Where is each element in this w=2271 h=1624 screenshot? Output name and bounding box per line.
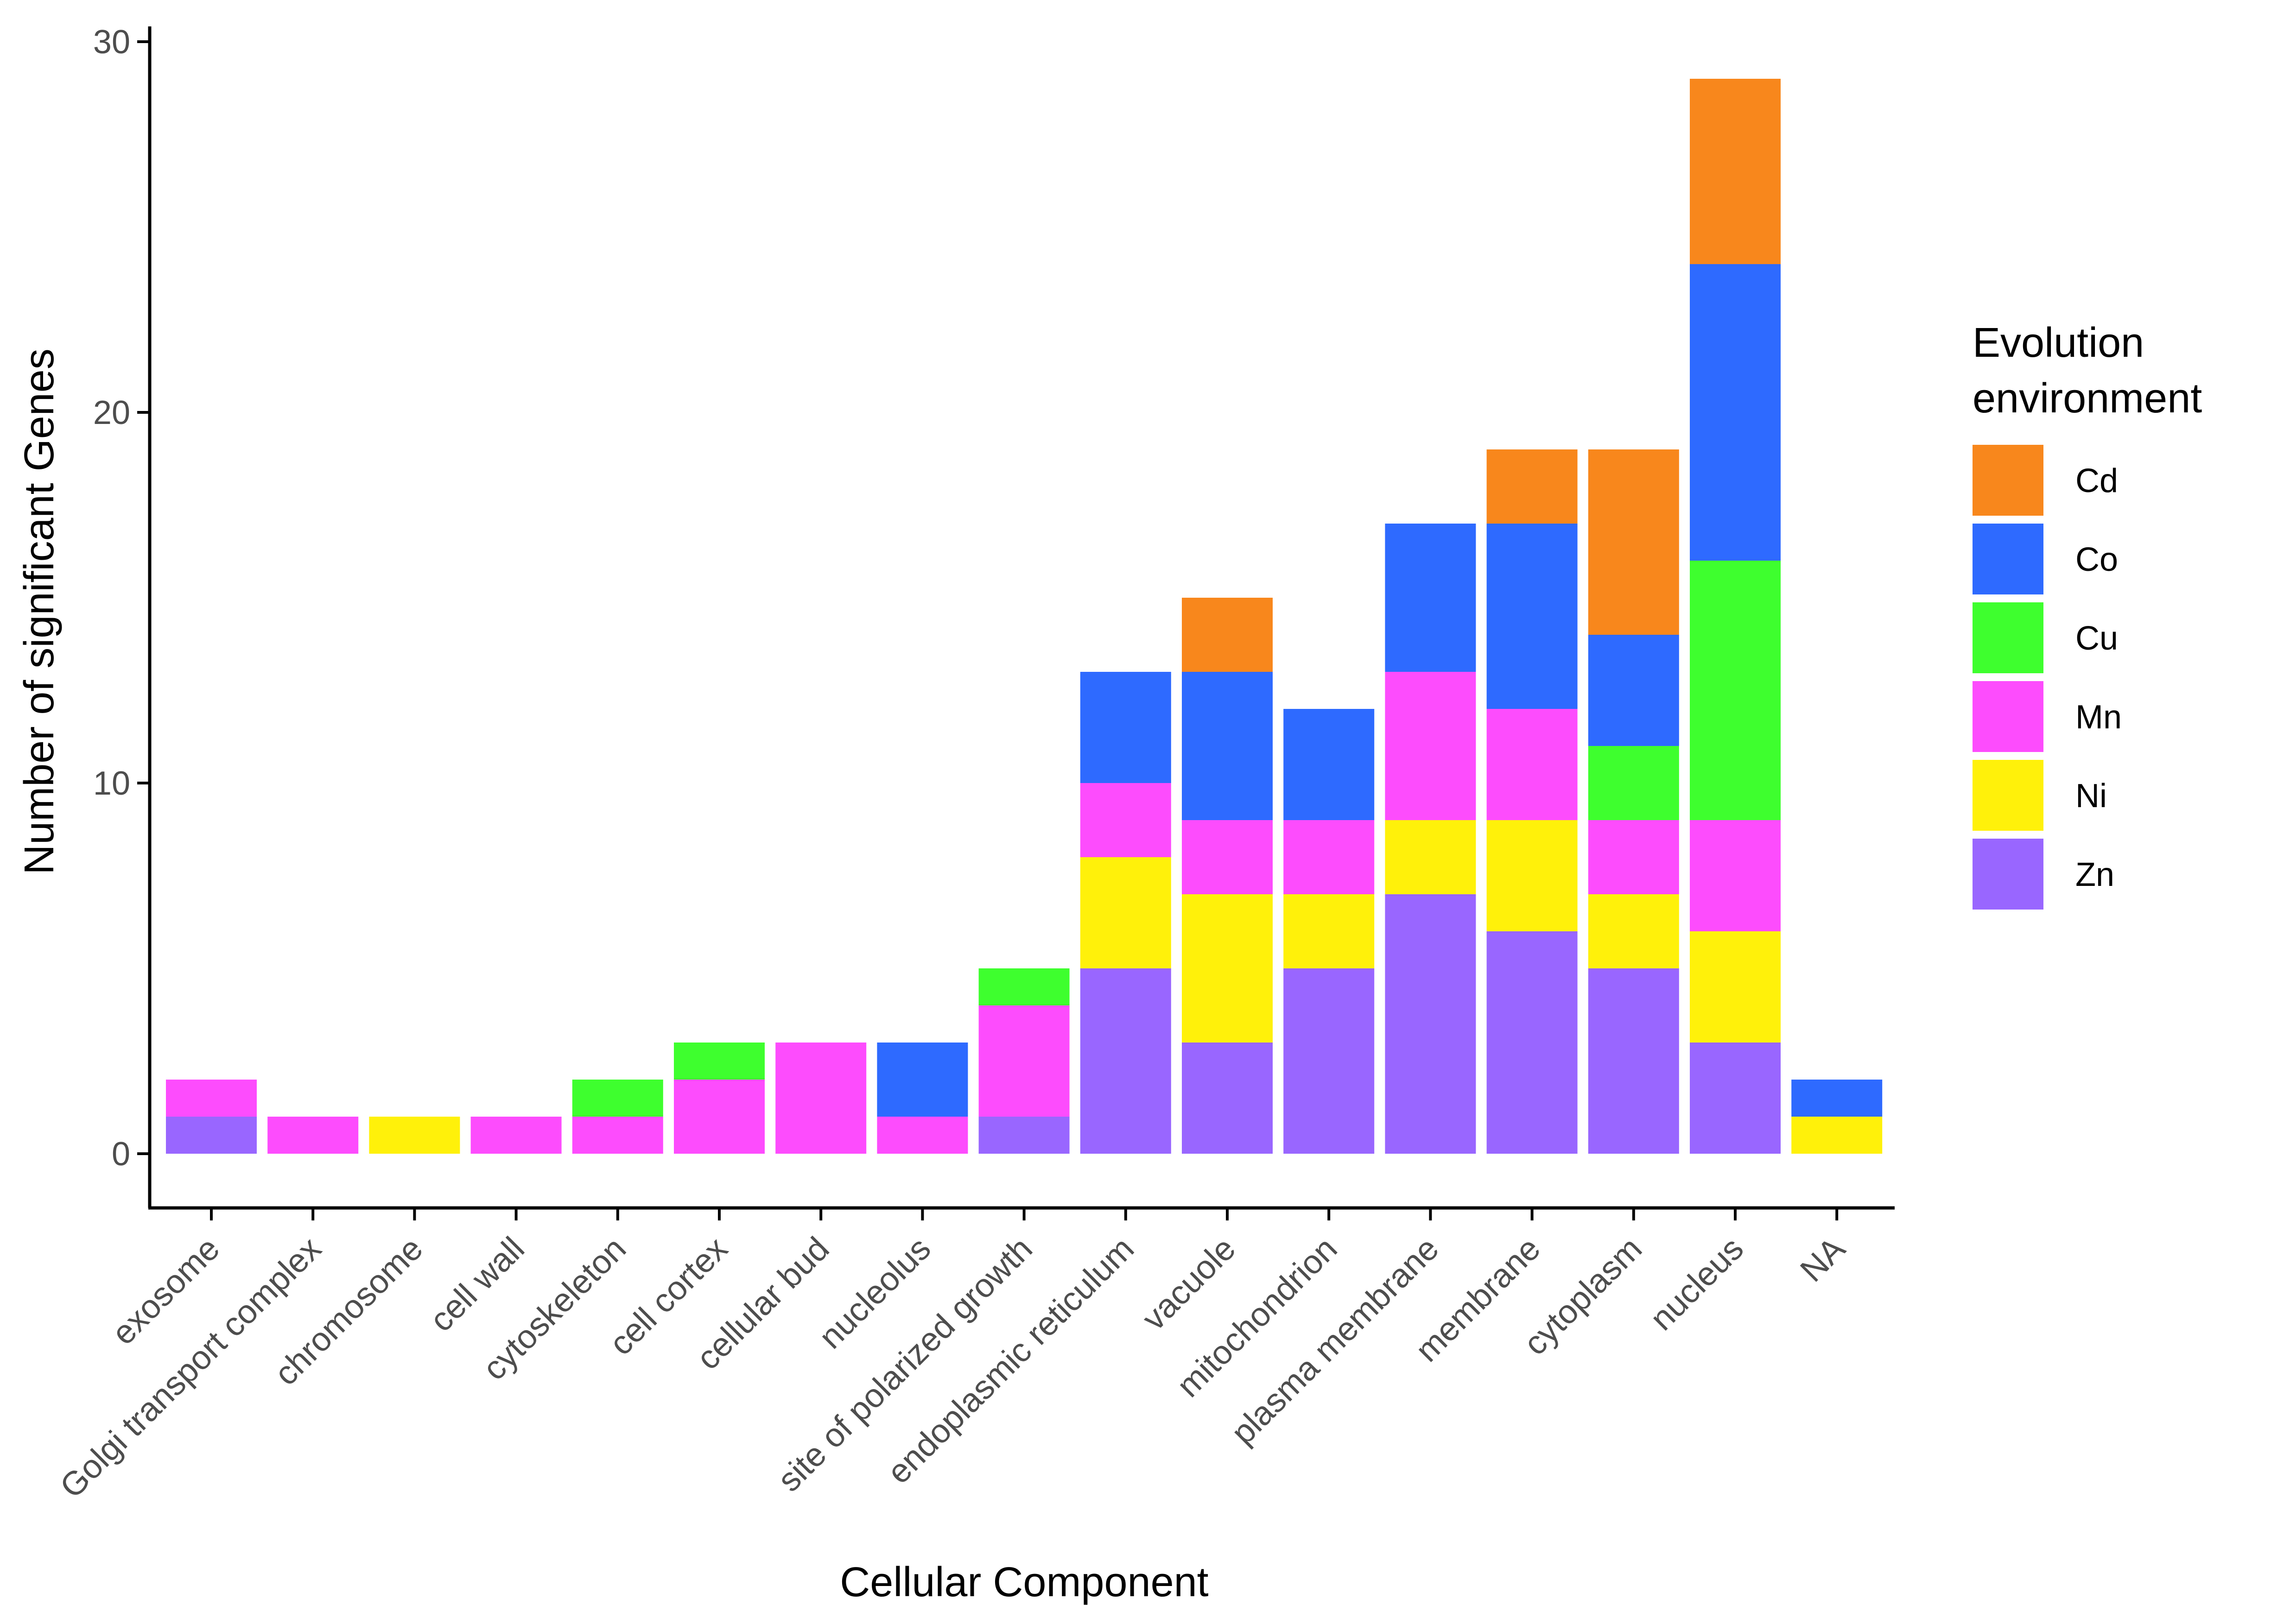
bar-segment-ni-10 [1080,857,1171,968]
bar-segment-ni-13 [1385,820,1476,894]
y-ticks-layer: 0 10 20 30 [93,24,150,1173]
bar-segment-ni-17 [1791,1117,1883,1154]
bar-segment-cu-16 [1690,561,1781,820]
legend-label-mn: Mn [2075,699,2122,736]
legend-label-cu: Cu [2075,620,2118,657]
bar-segment-zn-14 [1486,931,1578,1154]
legend: Evolution environment Cd Co Cu Mn Ni Zn [1973,320,2202,910]
bar-segment-mn-5 [572,1117,663,1154]
legend-swatch-cu [1973,602,2043,673]
bar-segment-mn-2 [267,1117,359,1154]
bar-segment-zn-12 [1283,968,1375,1154]
bar-segment-co-13 [1385,524,1476,672]
bar-segment-cd-14 [1486,449,1578,524]
legend-swatch-ni [1973,760,2043,831]
legend-keys: Cd Co Cu Mn Ni Zn [1973,445,2122,910]
bar-segment-ni-16 [1690,931,1781,1043]
x-tick-label: nucleus [1643,1230,1751,1338]
bar-segment-zn-9 [978,1117,1070,1154]
bar-segment-cu-5 [572,1080,663,1117]
bar-segment-co-17 [1791,1080,1883,1117]
bar-segment-mn-7 [775,1043,867,1154]
legend-label-co: Co [2075,541,2118,578]
bar-segment-cd-15 [1588,449,1679,635]
bar-segment-co-10 [1080,672,1171,783]
bar-segment-mn-4 [470,1117,562,1154]
y-tick-label: 0 [112,1136,130,1173]
legend-swatch-co [1973,524,2043,594]
y-axis-title: Number of significant Genes [16,348,63,875]
bar-segment-co-16 [1690,264,1781,561]
bar-segment-cd-11 [1182,598,1273,672]
y-tick-label: 10 [93,765,130,802]
bar-segment-mn-10 [1080,783,1171,857]
bar-segment-mn-15 [1588,820,1679,894]
bar-segment-mn-13 [1385,672,1476,820]
bar-segment-ni-11 [1182,894,1273,1043]
legend-swatch-mn [1973,681,2043,752]
bar-segment-zn-11 [1182,1043,1273,1154]
x-tick-label: NA [1793,1230,1852,1289]
bar-segment-ni-3 [369,1117,460,1154]
legend-label-zn: Zn [2075,856,2114,893]
bar-segment-cd-16 [1690,79,1781,264]
y-tick-label: 30 [93,24,130,61]
axes-layer [148,26,1895,1210]
bar-segment-cu-15 [1588,746,1679,820]
bar-segment-ni-15 [1588,894,1679,968]
bar-segment-mn-11 [1182,820,1273,894]
bar-segment-ni-12 [1283,894,1375,968]
bar-segment-co-8 [877,1043,968,1117]
bar-segment-mn-1 [166,1080,257,1117]
legend-title-line-2: environment [1973,375,2202,422]
bar-segment-ni-14 [1486,820,1578,931]
y-tick-label: 20 [93,394,130,431]
bars-layer [166,79,1883,1154]
bar-segment-co-14 [1486,524,1578,709]
bar-segment-zn-15 [1588,968,1679,1154]
legend-label-ni: Ni [2075,777,2107,815]
bar-segment-cu-9 [978,968,1070,1005]
bar-segment-mn-16 [1690,820,1781,931]
bar-segment-mn-14 [1486,709,1578,820]
bar-segment-zn-1 [166,1117,257,1154]
x-axis-title: Cellular Component [840,1559,1208,1605]
legend-title-line-1: Evolution [1973,320,2144,366]
bar-segment-cu-6 [674,1043,765,1080]
bar-segment-co-12 [1283,709,1375,820]
legend-swatch-cd [1973,445,2043,516]
bar-segment-mn-6 [674,1080,765,1154]
bar-segment-co-15 [1588,635,1679,746]
bar-segment-zn-13 [1385,894,1476,1154]
bar-segment-mn-9 [978,1005,1070,1117]
legend-swatch-zn [1973,839,2043,910]
bar-segment-mn-8 [877,1117,968,1154]
legend-label-cd: Cd [2075,462,2118,499]
bar-segment-mn-12 [1283,820,1375,894]
bar-segment-zn-10 [1080,968,1171,1154]
bar-segment-zn-16 [1690,1043,1781,1154]
bar-segment-co-11 [1182,672,1273,820]
